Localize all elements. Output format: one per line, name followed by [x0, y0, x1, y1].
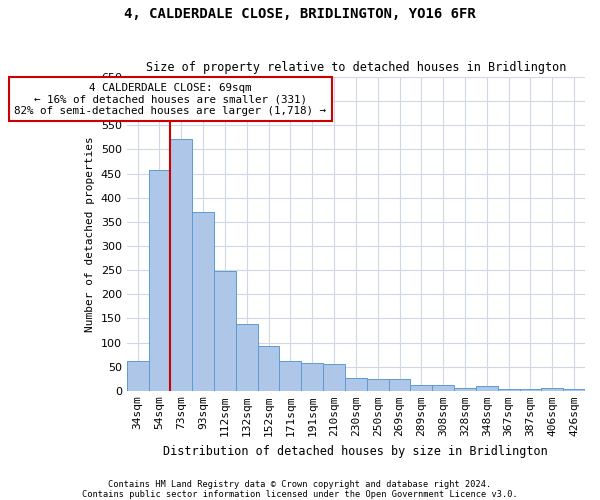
- Bar: [301, 364, 323, 391]
- Y-axis label: Number of detached properties: Number of detached properties: [85, 136, 95, 332]
- Text: 4 CALDERDALE CLOSE: 69sqm
← 16% of detached houses are smaller (331)
82% of semi: 4 CALDERDALE CLOSE: 69sqm ← 16% of detac…: [14, 83, 326, 116]
- Bar: [498, 390, 520, 391]
- Bar: [214, 271, 236, 391]
- Bar: [236, 324, 257, 391]
- Bar: [280, 361, 301, 391]
- Bar: [410, 386, 432, 391]
- Bar: [345, 378, 367, 391]
- Text: Contains HM Land Registry data © Crown copyright and database right 2024.: Contains HM Land Registry data © Crown c…: [109, 480, 491, 489]
- Bar: [563, 390, 585, 391]
- X-axis label: Distribution of detached houses by size in Bridlington: Distribution of detached houses by size …: [163, 444, 548, 458]
- Bar: [367, 378, 389, 391]
- Bar: [192, 212, 214, 391]
- Title: Size of property relative to detached houses in Bridlington: Size of property relative to detached ho…: [146, 62, 566, 74]
- Bar: [520, 389, 541, 391]
- Bar: [170, 140, 192, 391]
- Bar: [257, 346, 280, 391]
- Bar: [541, 388, 563, 391]
- Bar: [454, 388, 476, 391]
- Bar: [323, 364, 345, 391]
- Bar: [389, 378, 410, 391]
- Text: Contains public sector information licensed under the Open Government Licence v3: Contains public sector information licen…: [82, 490, 518, 499]
- Text: 4, CALDERDALE CLOSE, BRIDLINGTON, YO16 6FR: 4, CALDERDALE CLOSE, BRIDLINGTON, YO16 6…: [124, 8, 476, 22]
- Bar: [149, 170, 170, 391]
- Bar: [127, 361, 149, 391]
- Bar: [432, 386, 454, 391]
- Bar: [476, 386, 498, 391]
